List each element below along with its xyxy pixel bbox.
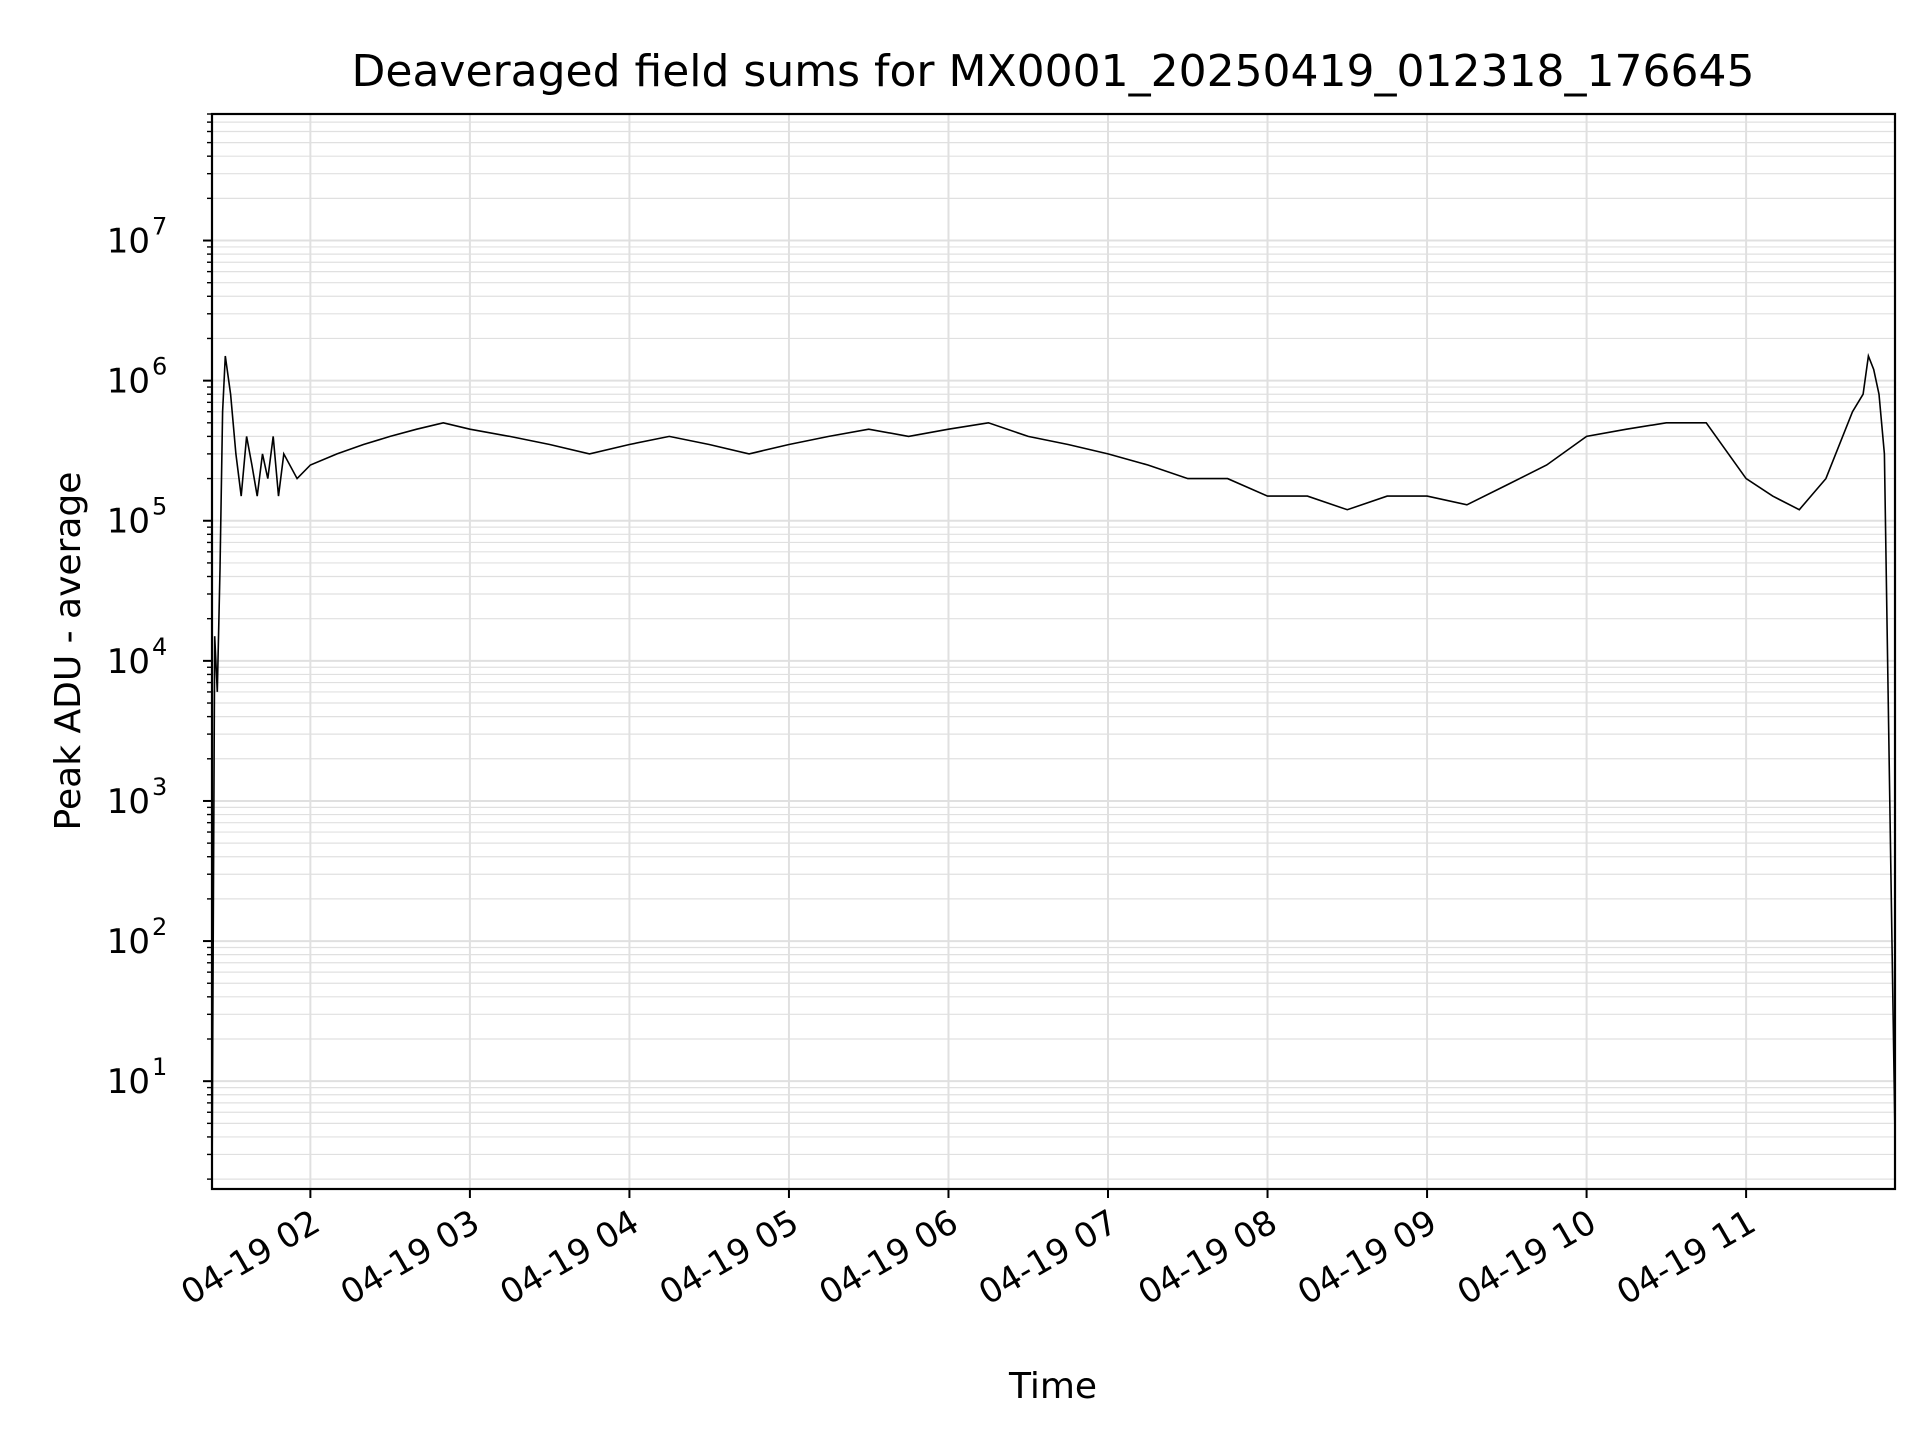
- plot-area-frame: [210, 112, 1897, 1191]
- y-tick-exponent: 4: [152, 633, 167, 661]
- y-tick-exponent: 6: [152, 353, 167, 381]
- chart-title: Deaveraged field sums for MX0001_2025041…: [352, 46, 1755, 97]
- y-tick-label: 10: [107, 642, 150, 682]
- y-tick-label: 10: [107, 222, 150, 262]
- y-tick-exponent: 1: [152, 1053, 167, 1081]
- y-axis-label: Peak ADU - average: [48, 472, 89, 831]
- grid-layer: [212, 113, 1895, 1189]
- y-tick-label: 10: [107, 502, 150, 542]
- x-axis-label: Time: [1008, 1366, 1097, 1407]
- y-tick-label: 10: [107, 1062, 150, 1102]
- series-layer: [211, 352, 1896, 1190]
- y-tick-label: 10: [107, 362, 150, 402]
- y-tick-exponent: 3: [152, 773, 167, 801]
- y-tick-exponent: 2: [152, 913, 167, 941]
- y-tick-exponent: 7: [152, 213, 167, 241]
- y-tick-exponent: 5: [152, 493, 167, 521]
- series-line: [211, 352, 1896, 1190]
- y-tick-label: 10: [107, 782, 150, 822]
- y-tick-label: 10: [107, 922, 150, 962]
